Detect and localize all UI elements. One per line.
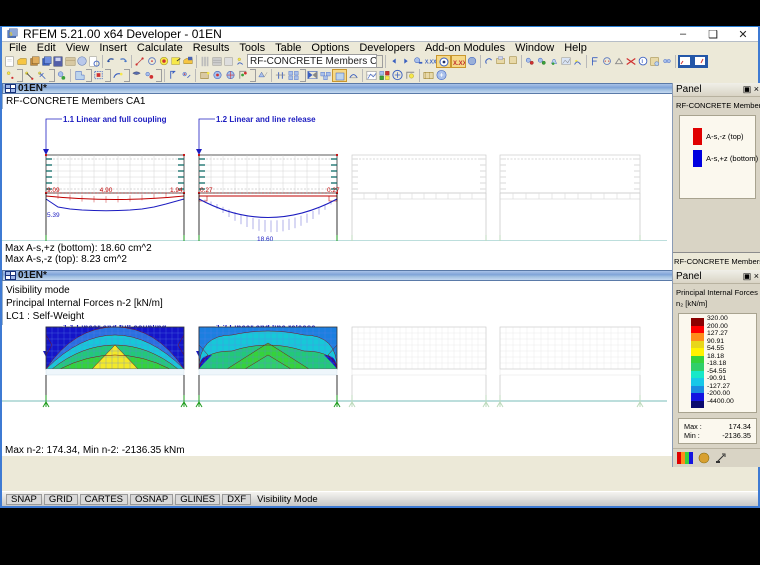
svg-text:0.27: 0.27 bbox=[200, 187, 213, 194]
svg-text:18.60: 18.60 bbox=[257, 236, 274, 241]
svg-text:5.39: 5.39 bbox=[47, 212, 60, 219]
svg-text:4.90: 4.90 bbox=[100, 187, 113, 194]
svg-text:9.09: 9.09 bbox=[47, 187, 60, 194]
svg-text:1.1 Linear and full coupling: 1.1 Linear and full coupling bbox=[63, 115, 167, 124]
svg-text:X.XX: X.XX bbox=[453, 61, 466, 67]
svg-text:1.2 Linear and line release: 1.2 Linear and line release bbox=[216, 115, 316, 124]
svg-text:1.94: 1.94 bbox=[170, 187, 183, 194]
svg-text:X.XX: X.XX bbox=[425, 59, 436, 65]
svg-text:0.27: 0.27 bbox=[327, 187, 340, 194]
